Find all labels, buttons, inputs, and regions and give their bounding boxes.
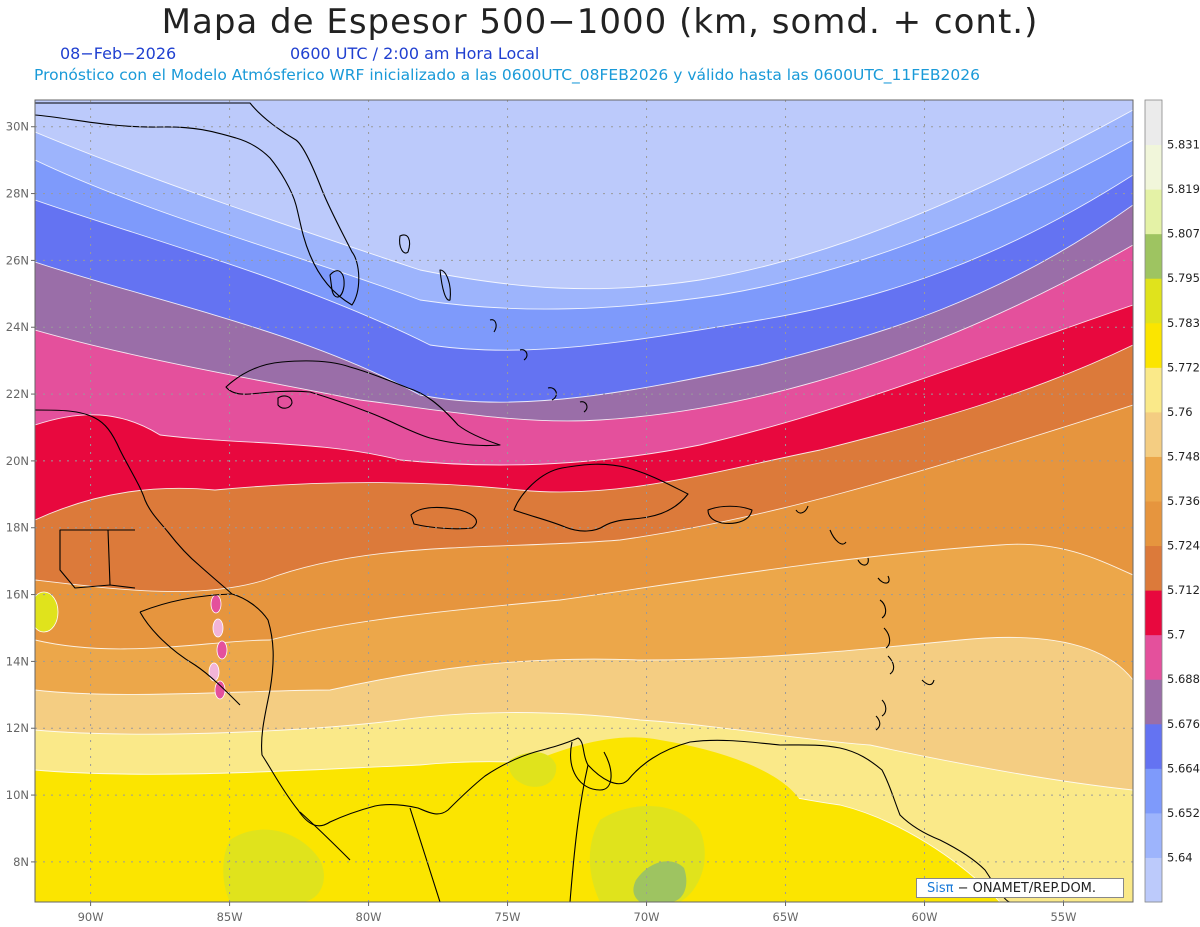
- florida-coast: [35, 102, 360, 306]
- lat-lon-grid: [35, 100, 1133, 902]
- colorbar-frame: [1144, 99, 1163, 903]
- colorbar-swatch: [1145, 189, 1162, 235]
- bahamas-andros: [329, 270, 345, 298]
- mainland-central-south: [35, 409, 1011, 902]
- colorbar-label: 5.652: [1167, 806, 1200, 820]
- lat-tick-label: 10N: [6, 788, 29, 802]
- colorbar-swatch: [1145, 456, 1162, 502]
- colorbar-label: 5.831: [1167, 138, 1200, 152]
- colorbar-swatch: [1145, 545, 1162, 591]
- colorbar-label: 5.688: [1167, 672, 1200, 686]
- yucatan-border: [59, 529, 136, 589]
- bahamas-south: [489, 319, 588, 413]
- colorbar-swatch: [1145, 590, 1162, 636]
- colorbar-label: 5.795: [1167, 271, 1200, 285]
- forecast-date: 08−Feb−2026: [60, 44, 177, 63]
- map-frame: [34, 99, 1134, 903]
- colorbar-swatch: [1145, 634, 1162, 680]
- credit-box: Sisπ − ONAMET/REP.DOM.: [916, 878, 1124, 898]
- colorbar-label: 5.712: [1167, 583, 1200, 597]
- credit-brand: Sisπ: [927, 881, 954, 896]
- panama-colombia: [299, 764, 589, 902]
- thickness-field: [35, 100, 1133, 902]
- colorbar-label: 5.748: [1167, 449, 1200, 463]
- axis-labels: 30N 28N 26N 24N 22N 20N 18N 16N 14N 12N 10N 8N 90W 85…: [6, 120, 1077, 924]
- colorbar-swatch: [1145, 723, 1162, 769]
- colorbar-label: 5.76: [1167, 405, 1193, 419]
- colorbar-label: 5.772: [1167, 360, 1200, 374]
- lon-tick-label: 75W: [495, 910, 521, 924]
- lat-tick-label: 30N: [6, 120, 29, 134]
- colorbar: 5.64 5.652 5.664 5.676 5.688 5.7 5.712 5.724 5.7…: [1144, 99, 1200, 903]
- lat-tick-label: 22N: [6, 387, 29, 401]
- lon-tick-label: 55W: [1050, 910, 1076, 924]
- lat-tick-label: 28N: [6, 187, 29, 201]
- lat-tick-label: 14N: [6, 654, 29, 668]
- lon-tick-label: 70W: [634, 910, 660, 924]
- colorbar-label: 5.7: [1167, 628, 1185, 642]
- isla-juventud: [277, 395, 293, 409]
- colorbar-label: 5.64: [1167, 850, 1193, 864]
- lon-tick-label: 85W: [217, 910, 243, 924]
- lat-tick-label: 26N: [6, 253, 29, 267]
- lesser-antilles: [795, 505, 935, 731]
- colorbar-swatch: [1145, 322, 1162, 368]
- colorbar-swatch: [1145, 812, 1162, 858]
- colorbar-swatch: [1145, 278, 1162, 324]
- colorbar-swatch: [1145, 768, 1162, 814]
- bahamas-eleuthera: [439, 269, 451, 301]
- colorbar-label: 5.819: [1167, 182, 1200, 196]
- colorbar-label: 5.664: [1167, 761, 1200, 775]
- colorbar-label: 5.676: [1167, 717, 1200, 731]
- puerto-rico-coast: [707, 505, 753, 524]
- colorbar-swatch: [1145, 411, 1162, 457]
- map-title: Mapa de Espesor 500−1000 (km, somd. + co…: [161, 2, 1039, 42]
- colorbar-label: 5.807: [1167, 227, 1200, 241]
- lat-tick-label: 8N: [13, 855, 29, 869]
- coastlines: [35, 102, 1011, 902]
- bahamas-abaco: [399, 234, 411, 254]
- colorbar-swatch: [1145, 679, 1162, 725]
- colorbar-label: 5.736: [1167, 494, 1200, 508]
- lon-tick-label: 60W: [912, 910, 938, 924]
- forecast-time: 0600 UTC / 2:00 am Hora Local: [290, 44, 540, 63]
- cuba-coast: [225, 360, 501, 447]
- colorbar-swatch: [1145, 501, 1162, 547]
- venezuela-lake: [570, 741, 612, 791]
- colorbar-label: 5.724: [1167, 539, 1200, 553]
- lat-tick-label: 20N: [6, 454, 29, 468]
- colorbar-swatch: [1145, 233, 1162, 279]
- colorbar-swatch: [1145, 100, 1162, 146]
- lon-tick-label: 90W: [78, 910, 104, 924]
- lat-tick-label: 24N: [6, 320, 29, 334]
- lat-tick-label: 18N: [6, 521, 29, 535]
- lat-tick-label: 16N: [6, 588, 29, 602]
- colorbar-swatch: [1145, 144, 1162, 190]
- lon-tick-label: 65W: [773, 910, 799, 924]
- hispaniola-coast: [513, 463, 689, 532]
- colorbar-swatch: [1145, 367, 1162, 413]
- colorbar-label: 5.783: [1167, 316, 1200, 330]
- colorbar-swatch: [1145, 857, 1162, 903]
- credit-text: − ONAMET/REP.DOM.: [957, 881, 1097, 896]
- model-info: Pronóstico con el Modelo Atmósferico WRF…: [34, 66, 980, 84]
- honduras-border: [139, 593, 241, 706]
- lon-tick-label: 80W: [356, 910, 382, 924]
- lat-tick-label: 12N: [6, 721, 29, 735]
